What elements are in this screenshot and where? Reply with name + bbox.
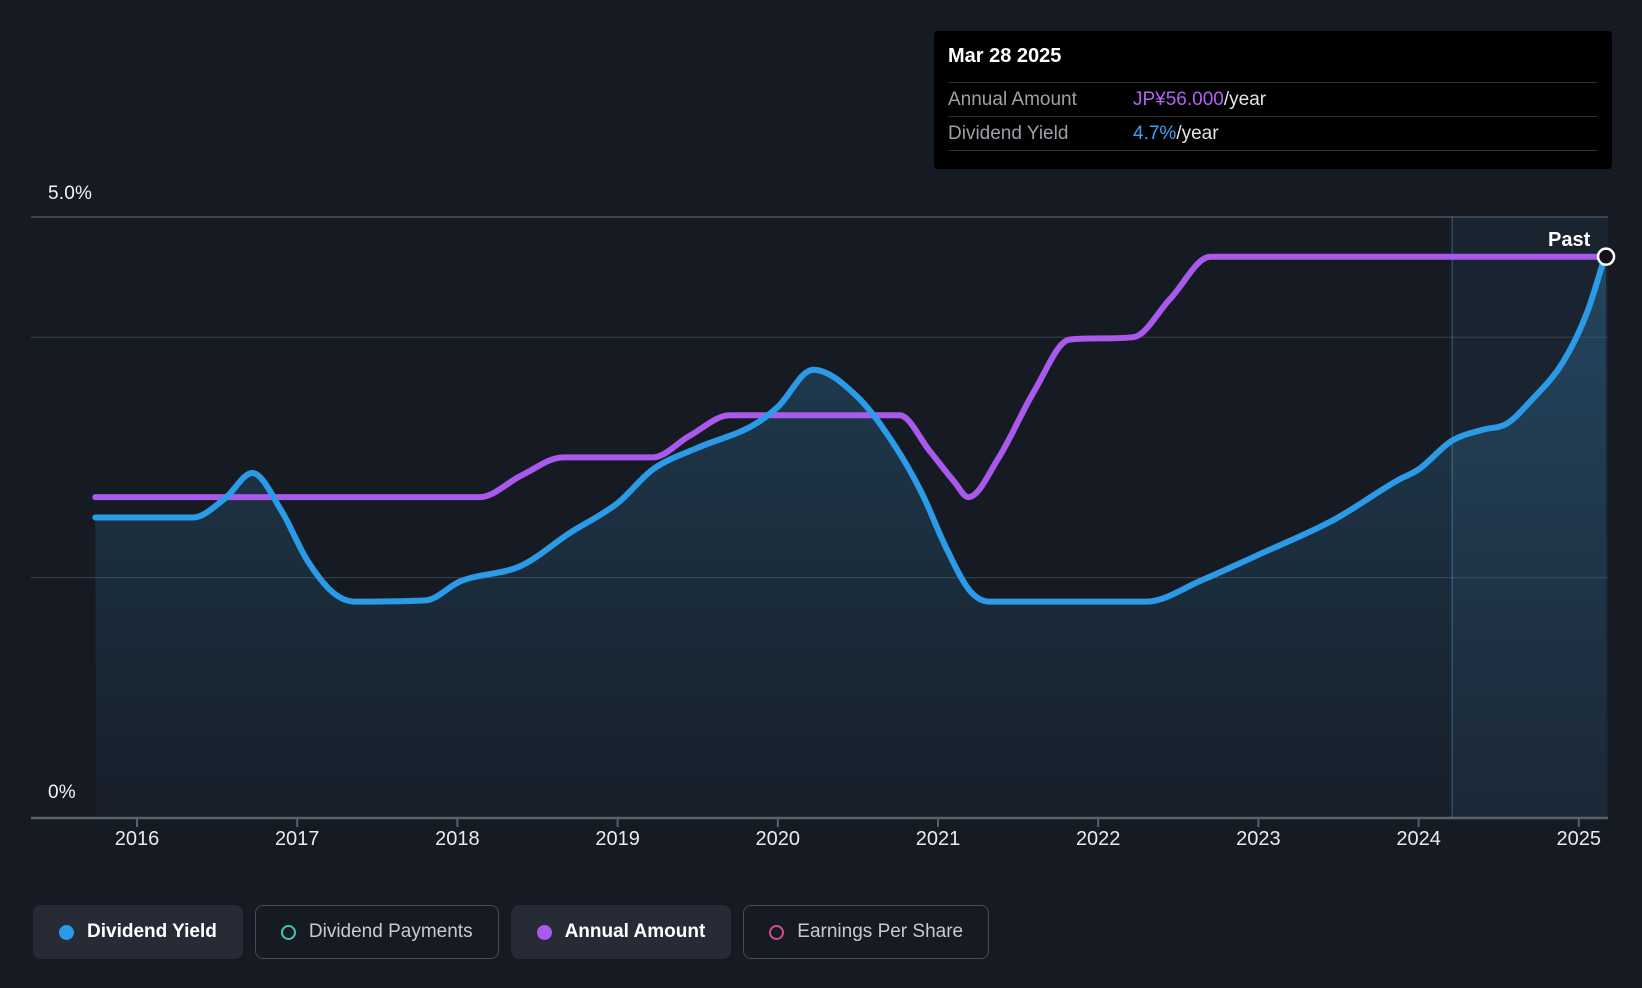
x-axis-label-2018: 2018 <box>435 828 480 850</box>
x-axis-label-2025: 2025 <box>1556 828 1602 850</box>
x-axis-label-2024: 2024 <box>1396 828 1441 850</box>
hover-tooltip: Mar 28 2025 Annual Amount JP¥56.000 /yea… <box>934 31 1612 169</box>
legend-toggle-earnings-per-share[interactable]: Earnings Per Share <box>743 905 990 959</box>
y-axis-label-bottom: 0% <box>48 782 76 803</box>
series-end-marker[interactable] <box>1596 247 1616 266</box>
ring-icon <box>280 924 296 940</box>
x-axis-label-2019: 2019 <box>595 828 640 850</box>
legend-toggle-dividend-yield[interactable]: Dividend Yield <box>33 905 243 959</box>
tooltip-label: Dividend Yield <box>948 122 1069 144</box>
dividend-yield-line <box>92 250 1609 605</box>
legend-label: Dividend Payments <box>308 921 473 942</box>
legend-label: Annual Amount <box>564 921 706 942</box>
tooltip-label: Annual Amount <box>948 88 1077 110</box>
tooltip-suffix: /year <box>1223 88 1267 110</box>
tooltip-date: Mar 28 2025 <box>948 45 1062 67</box>
tooltip-suffix: /year <box>1176 122 1219 144</box>
tooltip-row-annual-amount: Annual Amount JP¥56.000 /year <box>948 82 1597 116</box>
annual-amount-line <box>92 253 1609 501</box>
y-axis-label-top: 5.0% <box>48 183 93 204</box>
x-axis-label-2022: 2022 <box>1075 828 1121 850</box>
tooltip-row-dividend-yield: Dividend Yield 4.7% /year <box>948 116 1597 150</box>
x-axis-label-2021: 2021 <box>915 828 961 850</box>
legend-toggle-dividend-payments[interactable]: Dividend Payments <box>254 905 499 959</box>
past-region-label: Past <box>1548 229 1591 251</box>
x-axis-label-2016: 2016 <box>114 828 160 850</box>
tooltip-value: JP¥56.000 <box>1133 88 1224 110</box>
legend-label: Earnings Per Share <box>797 921 964 942</box>
tooltip-value: 4.7% <box>1133 122 1177 144</box>
filled-dot-icon <box>536 924 552 940</box>
tooltip-divider <box>948 150 1597 151</box>
filled-dot-icon <box>59 924 74 940</box>
legend-label: Dividend Yield <box>87 921 217 942</box>
dividend-yield-area <box>95 253 1607 819</box>
legend-toggle-annual-amount[interactable]: Annual Amount <box>510 905 732 959</box>
x-axis-label-2023: 2023 <box>1236 828 1281 850</box>
x-axis-label-2020: 2020 <box>755 828 801 850</box>
x-axis-label-2017: 2017 <box>274 828 320 850</box>
ring-icon <box>769 924 785 940</box>
chart-legend: Dividend Yield Dividend Payments Annual Am… <box>33 905 990 959</box>
